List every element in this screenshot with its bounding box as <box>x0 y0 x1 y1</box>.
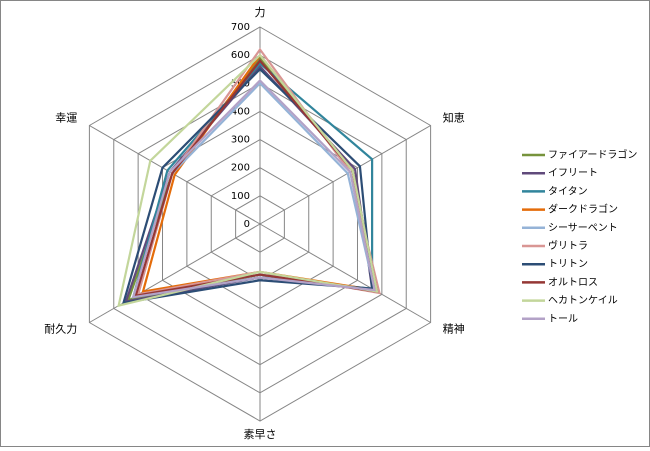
r-tick-label: 0 <box>244 219 250 230</box>
axis-label: 力 <box>255 6 266 19</box>
r-tick-label: 200 <box>231 163 250 174</box>
legend-label: ファイアードラゴン <box>548 148 637 161</box>
axis-spoke <box>259 125 431 225</box>
r-tick-label: 300 <box>231 135 250 146</box>
legend-label: タイタン <box>548 185 588 197</box>
legend-label: オルトロス <box>548 276 598 288</box>
axis-label: 精神 <box>443 322 465 336</box>
r-tick-label: 100 <box>231 191 250 202</box>
legend-label: トール <box>548 314 578 325</box>
legend-label: ヘカトンケイル <box>548 295 618 307</box>
r-tick-label: 700 <box>231 22 250 33</box>
r-tick-label: 400 <box>231 106 250 117</box>
axis-label: 知恵 <box>443 111 465 125</box>
legend-label: トリトン <box>548 259 588 270</box>
legend-label: シーサーペント <box>548 222 618 234</box>
series-line <box>131 78 376 299</box>
axis-spoke <box>259 223 431 323</box>
series-line <box>117 53 379 308</box>
r-tick-label: 600 <box>231 50 250 61</box>
legend-label: イフリート <box>548 168 598 179</box>
axis-label: 幸運 <box>55 112 77 125</box>
axis-label: 耐久力 <box>44 323 77 336</box>
axis-label: 素早さ <box>244 428 277 441</box>
legend-label: ヴリトラ <box>548 239 588 252</box>
legend-label: ダークドラゴン <box>548 203 618 216</box>
series-line <box>121 67 374 305</box>
